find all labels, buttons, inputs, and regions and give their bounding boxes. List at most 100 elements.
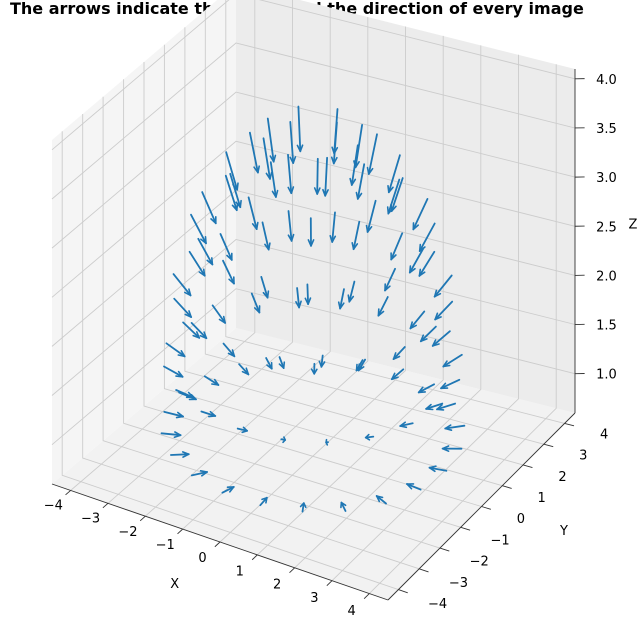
arrow-head (287, 186, 295, 194)
arrow-shaft (190, 471, 209, 477)
x-grid-line (182, 17, 369, 530)
arrow (392, 346, 406, 361)
arrow-shaft (354, 124, 364, 169)
x-tick-label: −2 (118, 525, 137, 540)
arrow-head (347, 294, 355, 303)
arrow-shaft (428, 466, 448, 472)
arrow-head (185, 391, 194, 399)
arrow (173, 297, 193, 319)
arrow-shaft (265, 357, 273, 370)
arrow-shaft (444, 424, 466, 430)
arrow (266, 117, 277, 163)
arrow-shaft (405, 483, 422, 491)
z-tick-label: 2.5 (596, 220, 617, 235)
arrow-head (434, 312, 442, 321)
x-tick-label: −4 (44, 498, 63, 513)
x-tick (251, 554, 258, 561)
arrow-shaft (425, 402, 444, 410)
arrow (419, 325, 437, 343)
arrow (261, 221, 271, 251)
arrow-head (386, 206, 394, 215)
y-tick-label: 4 (600, 428, 608, 443)
arrow-shaft (201, 191, 217, 225)
arrow-head (384, 283, 391, 292)
arrow-shaft (301, 502, 305, 513)
arrow-shaft (412, 197, 429, 231)
arrow-head (231, 202, 239, 211)
arrow (265, 357, 273, 370)
arrow-head (177, 349, 186, 358)
arrow-shaft (306, 283, 310, 306)
y-tick (460, 526, 471, 531)
arrow (325, 438, 329, 446)
arrow-shaft (392, 346, 406, 361)
y-grid-line (123, 79, 461, 528)
arrow-head (228, 276, 235, 285)
arrow-head (261, 496, 268, 504)
arrow-head (310, 368, 318, 375)
arrow (278, 356, 286, 370)
arrow-head (200, 236, 207, 245)
arrow (337, 288, 345, 310)
tick-marks (65, 78, 585, 600)
arrow-head (433, 289, 442, 298)
arrow-head (366, 166, 374, 175)
arrow (287, 153, 295, 195)
arrow-shaft (250, 292, 261, 314)
x-grid-line (145, 7, 331, 517)
arrow-head (227, 349, 236, 358)
z-grid-line (51, 0, 576, 151)
arrow-shaft (247, 196, 258, 231)
arrow (262, 137, 273, 180)
arrow-head (265, 171, 273, 180)
arrow-shaft (316, 157, 319, 195)
arrow-shaft (190, 321, 208, 340)
x-tick (102, 502, 109, 509)
arrow-head (325, 438, 329, 446)
arrow (431, 330, 451, 347)
arrow (384, 267, 397, 292)
arrow-head (340, 501, 347, 509)
arrow-head (365, 224, 373, 233)
arrow (418, 250, 436, 277)
arrow-shaft (366, 199, 377, 233)
y-grid-line (163, 44, 503, 487)
arrow-head (198, 268, 206, 277)
arrow-shaft (165, 342, 186, 358)
arrow (377, 296, 389, 317)
y-grid-line (204, 10, 544, 445)
z-tick-label: 4.0 (596, 73, 617, 88)
arrow (163, 410, 185, 419)
arrow (182, 321, 201, 339)
arrow-head (406, 483, 415, 490)
arrow-shaft (219, 233, 233, 261)
arrow-head (266, 361, 273, 370)
y-tick-label: 2 (558, 470, 566, 485)
z-grid-line (51, 91, 576, 249)
arrow-head (304, 297, 312, 306)
arrow (351, 220, 361, 251)
x-tick (326, 580, 333, 587)
arrow-shaft (355, 359, 364, 372)
arrow-shaft (390, 177, 404, 213)
arrow-head (264, 242, 271, 251)
arrow-shaft (333, 108, 339, 155)
arrow-head (296, 144, 304, 153)
arrow (387, 154, 401, 194)
arrow-shaft (436, 402, 457, 411)
arrow-head (330, 156, 338, 165)
arrow (160, 431, 182, 439)
arrow-shaft (287, 153, 293, 195)
arrow (280, 436, 287, 444)
arrow-head (184, 310, 192, 318)
floor-pane (52, 328, 575, 600)
arrow (417, 383, 436, 394)
y-tick (398, 589, 408, 594)
arrow-shaft (331, 211, 336, 243)
arrow-head (355, 363, 363, 372)
arrow (442, 353, 463, 368)
arrow-shaft (352, 220, 361, 251)
arrow-head (226, 252, 233, 261)
x-tick-label: 1 (236, 564, 244, 579)
